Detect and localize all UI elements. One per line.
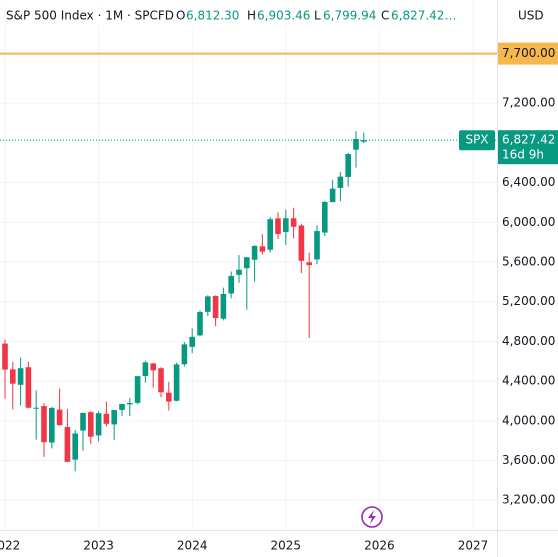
ohlc-key: L bbox=[314, 9, 321, 23]
alert-label-bg bbox=[498, 42, 558, 65]
candle-body bbox=[64, 427, 71, 462]
candle-body bbox=[17, 368, 24, 385]
symbol-label-bg bbox=[459, 130, 495, 151]
candle-body bbox=[228, 275, 234, 294]
icon-bolt bbox=[368, 510, 376, 524]
y-tick-label: 6,400.00 bbox=[502, 175, 555, 189]
alert-label: 7,700.00 bbox=[502, 46, 555, 60]
icon-circle bbox=[361, 506, 383, 528]
ohlc-value: 6,827.42… bbox=[391, 9, 456, 23]
currency: USD bbox=[518, 9, 544, 23]
candle-body bbox=[72, 433, 78, 460]
candle-body bbox=[2, 343, 8, 370]
candle-body bbox=[25, 367, 32, 408]
candle-body bbox=[80, 412, 86, 431]
ohlc-key: C bbox=[381, 9, 389, 23]
candle-body bbox=[337, 176, 344, 188]
candle-body bbox=[220, 293, 227, 319]
x-tick-label: 2026 bbox=[364, 539, 395, 553]
candle-body bbox=[329, 188, 336, 203]
candle-body bbox=[10, 369, 16, 384]
candle-body bbox=[314, 231, 320, 260]
candle-body bbox=[56, 409, 63, 426]
candle-body bbox=[306, 262, 312, 266]
x-tick-label: 2024 bbox=[177, 539, 208, 553]
candle-body bbox=[197, 312, 203, 336]
candle-body bbox=[236, 269, 242, 275]
candle-body bbox=[244, 257, 250, 269]
candle-body bbox=[267, 219, 273, 250]
candle-body bbox=[95, 413, 102, 436]
header: S&P 500 Index · 1M · SPCFD O 6,812.30 H … bbox=[0, 2, 544, 28]
y-tick-label: 4,800.00 bbox=[502, 334, 555, 348]
candle-body bbox=[119, 404, 125, 410]
candle-body bbox=[127, 402, 133, 405]
candle-body bbox=[41, 406, 47, 443]
price-label: 6,827.42 bbox=[502, 133, 555, 147]
price-label-bg bbox=[498, 130, 558, 165]
candle-body bbox=[259, 246, 266, 252]
candle-body bbox=[142, 362, 149, 377]
candle-body bbox=[361, 140, 367, 142]
x-tick-label: 2025 bbox=[271, 539, 302, 553]
candle-body bbox=[290, 218, 297, 227]
candle-body bbox=[205, 296, 211, 312]
candle-body bbox=[49, 407, 55, 443]
y-tick-label: 3,200.00 bbox=[502, 493, 555, 507]
candle-body bbox=[322, 201, 328, 233]
candle-body bbox=[173, 364, 180, 401]
candle-body bbox=[251, 245, 258, 260]
ohlc-value: 6,903.46 bbox=[257, 9, 310, 23]
ohlc-key: H bbox=[247, 9, 256, 23]
candle-body bbox=[181, 344, 188, 365]
candle-body bbox=[212, 295, 219, 318]
x-tick-label: 2027 bbox=[458, 539, 489, 553]
y-tick-label: 6,000.00 bbox=[502, 215, 555, 229]
candle-body bbox=[150, 363, 156, 371]
candle-body bbox=[275, 218, 281, 235]
countdown-label: 16d 9h bbox=[502, 148, 544, 162]
x-tick-label: 2023 bbox=[83, 539, 114, 553]
symbol-title: S&P 500 Index · 1M · SPCFD bbox=[6, 9, 174, 23]
candle-body bbox=[111, 410, 117, 425]
candle-body bbox=[88, 412, 94, 437]
plot bbox=[0, 52, 497, 472]
candle-body bbox=[353, 138, 359, 150]
header-bg bbox=[0, 2, 460, 28]
grid bbox=[0, 0, 497, 530]
candle-body bbox=[345, 154, 351, 177]
ohlc-key: O bbox=[176, 9, 185, 23]
candle-body bbox=[189, 336, 195, 347]
ohlc-value: 6,799.94 bbox=[323, 9, 376, 23]
x-tick-label: 2022 bbox=[0, 539, 20, 553]
ohlc-value: 6,812.30 bbox=[186, 9, 239, 23]
axes: 3,200.00 3,600.00 4,000.00 4,400.00 4,800.00… bbox=[0, 42, 558, 553]
y-tick-label: 4,400.00 bbox=[502, 374, 555, 388]
y-tick-label: 4,000.00 bbox=[502, 413, 555, 427]
y-tick-label: 7,200.00 bbox=[502, 96, 555, 110]
candle-body bbox=[298, 225, 305, 261]
y-tick-label: 5,600.00 bbox=[502, 255, 555, 269]
candle-body bbox=[134, 376, 141, 403]
candle-body bbox=[103, 413, 110, 424]
y-tick-label: 3,600.00 bbox=[502, 453, 555, 467]
candle-body bbox=[158, 368, 164, 393]
candle-body bbox=[33, 407, 39, 409]
lightning-icon[interactable] bbox=[361, 506, 383, 528]
symbol-label: SPX bbox=[465, 133, 488, 147]
candle-body bbox=[166, 392, 172, 402]
y-tick-label: 5,200.00 bbox=[502, 294, 555, 308]
candle-body bbox=[283, 218, 289, 232]
